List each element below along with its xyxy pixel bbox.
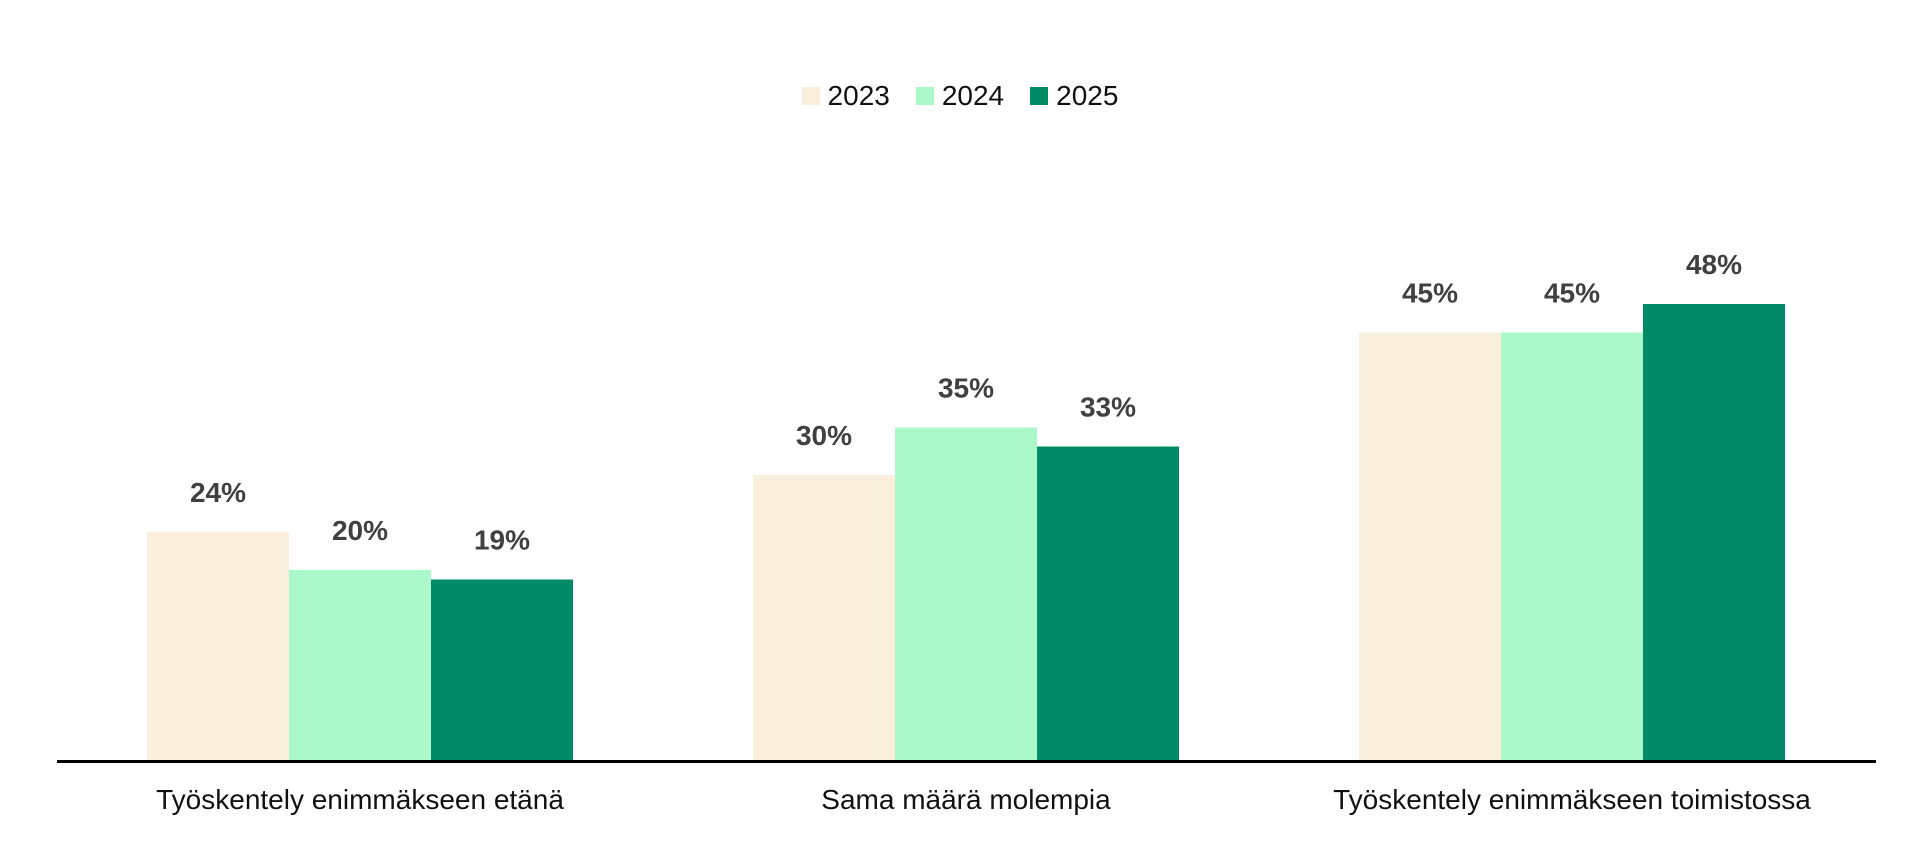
legend-label-2023: 2023 <box>827 80 890 111</box>
data-label-2024-cat-0: 20% <box>332 515 388 546</box>
bar-2025-cat-2 <box>1643 304 1785 760</box>
data-label-2025-cat-2: 48% <box>1686 249 1742 280</box>
data-label-2024-cat-1: 35% <box>938 373 994 404</box>
legend-label-2024: 2024 <box>941 80 1005 111</box>
bar-2024-cat-2 <box>1501 332 1643 760</box>
category-label-2: Työskentely enimmäkseen toimistossa <box>1333 784 1811 815</box>
data-label-2024-cat-2: 45% <box>1544 278 1600 309</box>
category-label-0: Työskentely enimmäkseen etänä <box>156 784 564 815</box>
bar-2023-cat-1 <box>753 475 895 760</box>
bar-2023-cat-2 <box>1359 332 1501 760</box>
data-label-2023-cat-0: 24% <box>190 477 246 508</box>
legend-label-2025: 2025 <box>1056 80 1119 111</box>
data-label-2023-cat-2: 45% <box>1402 278 1458 309</box>
legend-swatch-2025 <box>1030 87 1049 105</box>
bar-2025-cat-1 <box>1037 446 1179 760</box>
data-label-2025-cat-0: 19% <box>474 525 530 556</box>
legend-item-2025: 2025 <box>1030 80 1118 112</box>
legend-item-2023: 2023 <box>801 80 890 112</box>
bar-2024-cat-0 <box>289 570 431 760</box>
data-label-2025-cat-1: 33% <box>1080 392 1136 423</box>
bar-2025-cat-0 <box>431 579 573 760</box>
bar-2024-cat-1 <box>895 427 1037 760</box>
bar-2023-cat-0 <box>147 532 289 760</box>
chart-legend: 2023 2024 2025 <box>0 80 1920 112</box>
data-label-2023-cat-1: 30% <box>796 420 852 451</box>
category-label-1: Sama määrä molempia <box>821 784 1111 815</box>
legend-item-2024: 2024 <box>915 80 1005 112</box>
legend-swatch-2023 <box>801 87 820 105</box>
legend-swatch-2024 <box>915 87 934 105</box>
